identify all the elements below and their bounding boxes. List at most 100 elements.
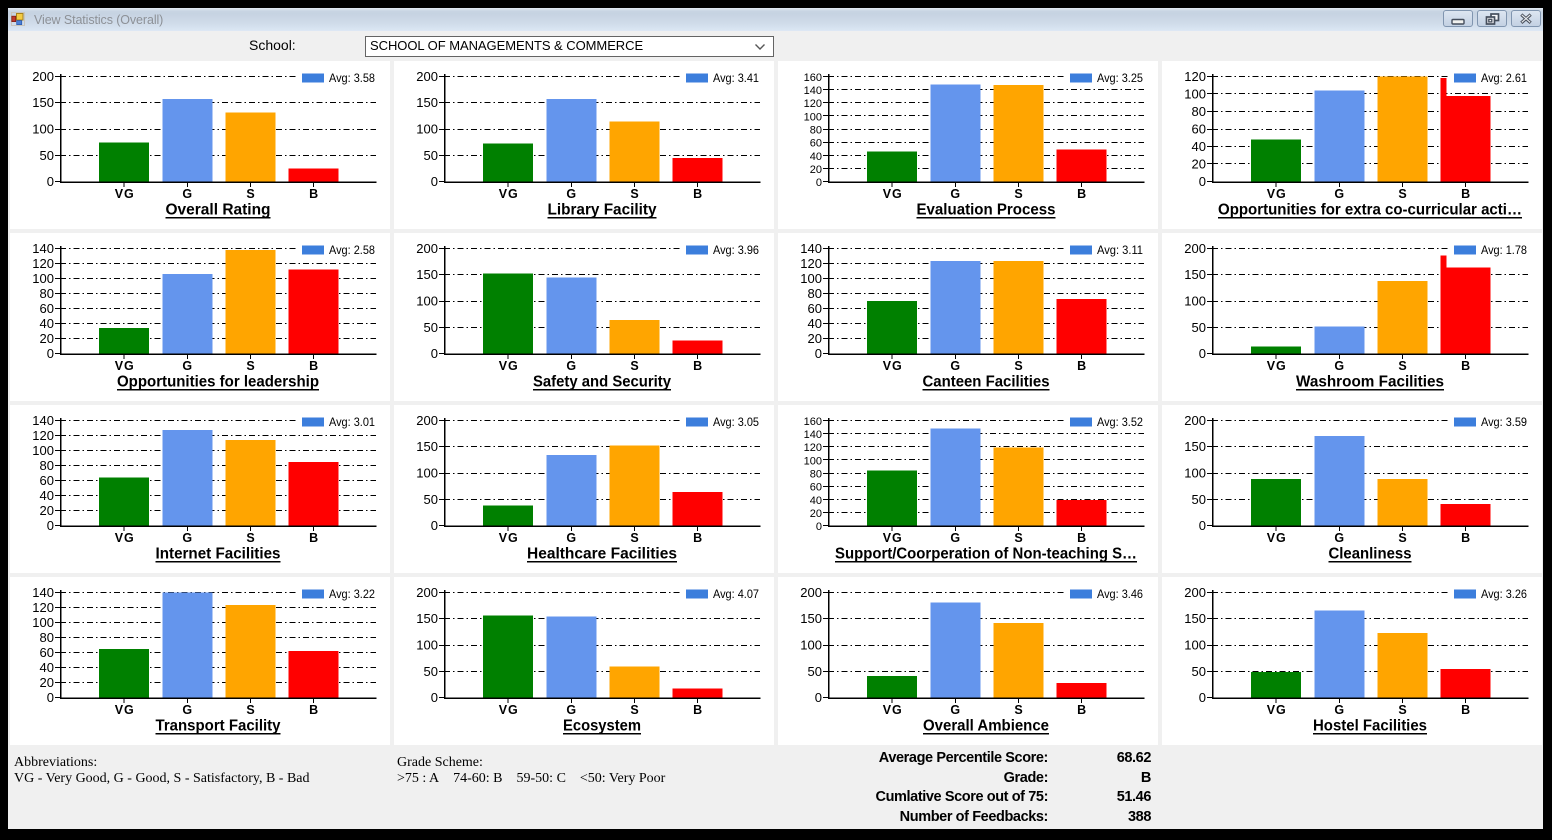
svg-text:40: 40 <box>1192 139 1206 154</box>
svg-text:Overall Rating: Overall Rating <box>166 202 271 219</box>
svg-text:G: G <box>950 359 960 373</box>
svg-text:200: 200 <box>416 413 438 428</box>
svg-text:160: 160 <box>804 416 822 428</box>
svg-text:S: S <box>1014 359 1022 373</box>
svg-text:160: 160 <box>804 72 822 84</box>
svg-text:VG: VG <box>499 703 518 717</box>
svg-text:200: 200 <box>1184 585 1206 600</box>
svg-text:G: G <box>950 531 960 545</box>
svg-text:B: B <box>1077 187 1086 201</box>
svg-text:100: 100 <box>416 466 438 481</box>
svg-text:S: S <box>1398 187 1406 201</box>
svg-text:60: 60 <box>40 645 54 660</box>
svg-text:B: B <box>1077 531 1086 545</box>
svg-text:200: 200 <box>1184 413 1206 428</box>
svg-text:40: 40 <box>40 660 54 675</box>
svg-text:20: 20 <box>40 503 54 518</box>
svg-text:0: 0 <box>815 346 822 361</box>
svg-text:G: G <box>566 187 576 201</box>
svg-text:Healthcare Facilities: Healthcare Facilities <box>527 546 677 563</box>
svg-text:Opportunities for leadership: Opportunities for leadership <box>117 374 319 391</box>
svg-text:20: 20 <box>810 164 822 176</box>
svg-text:150: 150 <box>32 95 54 110</box>
svg-text:B: B <box>1461 187 1470 201</box>
svg-text:140: 140 <box>32 413 54 428</box>
svg-text:VG: VG <box>115 359 134 373</box>
svg-text:G: G <box>182 531 192 545</box>
svg-text:G: G <box>950 703 960 717</box>
svg-text:Avg: 3.52: Avg: 3.52 <box>1097 415 1143 429</box>
svg-text:140: 140 <box>800 241 822 256</box>
svg-text:B: B <box>693 187 702 201</box>
svg-text:VG: VG <box>883 187 902 201</box>
svg-text:0: 0 <box>47 518 54 533</box>
svg-text:40: 40 <box>810 151 822 163</box>
svg-text:40: 40 <box>810 495 822 507</box>
svg-text:S: S <box>1014 187 1022 201</box>
svg-text:60: 60 <box>810 482 822 494</box>
svg-text:50: 50 <box>1192 492 1206 507</box>
svg-text:Avg: 4.07: Avg: 4.07 <box>713 587 759 601</box>
svg-text:120: 120 <box>32 256 54 271</box>
svg-text:B: B <box>693 359 702 373</box>
svg-text:100: 100 <box>800 271 822 286</box>
svg-text:200: 200 <box>416 241 438 256</box>
svg-text:G: G <box>1334 531 1344 545</box>
svg-text:VG: VG <box>499 187 518 201</box>
svg-text:20: 20 <box>1192 157 1206 172</box>
svg-text:100: 100 <box>1184 294 1206 309</box>
svg-text:140: 140 <box>804 85 822 97</box>
svg-text:60: 60 <box>810 138 822 150</box>
svg-text:50: 50 <box>808 664 822 679</box>
svg-text:150: 150 <box>416 95 438 110</box>
svg-text:Avg: 1.78: Avg: 1.78 <box>1481 243 1527 257</box>
svg-text:Avg: 3.58: Avg: 3.58 <box>329 71 375 85</box>
svg-text:B: B <box>1077 703 1086 717</box>
svg-text:40: 40 <box>40 316 54 331</box>
svg-text:Avg: 3.96: Avg: 3.96 <box>713 243 759 257</box>
svg-text:140: 140 <box>804 429 822 441</box>
svg-text:0: 0 <box>1199 518 1206 533</box>
svg-text:120: 120 <box>32 428 54 443</box>
svg-text:60: 60 <box>40 301 54 316</box>
svg-text:60: 60 <box>808 301 822 316</box>
svg-text:100: 100 <box>32 271 54 286</box>
svg-text:B: B <box>1461 359 1470 373</box>
svg-text:Avg: 2.58: Avg: 2.58 <box>329 243 375 257</box>
svg-text:100: 100 <box>800 638 822 653</box>
svg-text:150: 150 <box>416 439 438 454</box>
svg-text:0: 0 <box>431 518 438 533</box>
svg-text:B: B <box>309 531 318 545</box>
svg-text:B: B <box>309 359 318 373</box>
svg-text:50: 50 <box>424 492 438 507</box>
svg-text:S: S <box>246 531 254 545</box>
svg-text:S: S <box>1014 531 1022 545</box>
svg-text:VG: VG <box>499 531 518 545</box>
svg-text:60: 60 <box>1192 122 1206 137</box>
svg-text:VG: VG <box>1267 359 1286 373</box>
svg-text:20: 20 <box>40 675 54 690</box>
svg-text:S: S <box>246 703 254 717</box>
svg-text:100: 100 <box>1184 466 1206 481</box>
svg-text:B: B <box>1077 359 1086 373</box>
svg-text:40: 40 <box>808 316 822 331</box>
svg-text:VG: VG <box>115 703 134 717</box>
svg-text:VG: VG <box>115 531 134 545</box>
svg-text:0: 0 <box>816 521 822 533</box>
svg-text:Internet Facilities: Internet Facilities <box>156 546 281 563</box>
svg-text:B: B <box>309 187 318 201</box>
svg-text:B: B <box>309 703 318 717</box>
svg-text:VG: VG <box>1267 531 1286 545</box>
svg-text:150: 150 <box>1184 267 1206 282</box>
svg-text:G: G <box>950 187 960 201</box>
svg-text:150: 150 <box>1184 611 1206 626</box>
svg-text:80: 80 <box>40 630 54 645</box>
svg-text:Avg: 3.01: Avg: 3.01 <box>329 415 375 429</box>
svg-text:Safety and Security: Safety and Security <box>533 374 671 391</box>
svg-text:50: 50 <box>40 148 54 163</box>
svg-text:60: 60 <box>40 473 54 488</box>
svg-text:Overall Ambience: Overall Ambience <box>923 718 1049 735</box>
svg-text:VG: VG <box>883 359 902 373</box>
svg-text:VG: VG <box>883 531 902 545</box>
svg-text:Canteen Facilities: Canteen Facilities <box>923 374 1050 391</box>
